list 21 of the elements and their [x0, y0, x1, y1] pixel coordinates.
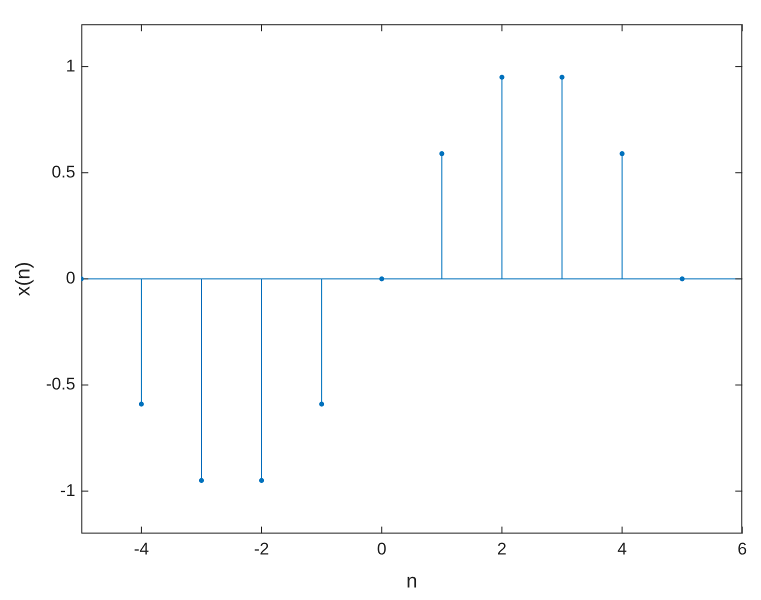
y-tick-label: 0.5: [52, 162, 76, 182]
y-axis-title: x(n): [12, 262, 35, 296]
y-tick-label: -1: [60, 480, 76, 500]
x-axis-title: n: [406, 570, 418, 593]
x-tick-label: 0: [377, 539, 386, 558]
y-tick-label: -0.5: [46, 374, 76, 394]
point: [499, 74, 504, 80]
point: [138, 402, 144, 407]
point: [620, 151, 625, 156]
y-tick-label: 1: [66, 56, 76, 76]
x-tick-label: -4: [134, 539, 149, 558]
x-tick-label: 4: [617, 539, 627, 558]
point: [319, 402, 324, 407]
x-tick-label: -2: [254, 539, 270, 558]
point: [439, 151, 444, 156]
point: [259, 478, 264, 484]
y-tick-label: 0: [66, 268, 76, 288]
x-tick-label: 2: [497, 539, 507, 558]
point: [560, 74, 565, 80]
point: [198, 478, 204, 484]
x-tick-label: 6: [738, 539, 748, 558]
